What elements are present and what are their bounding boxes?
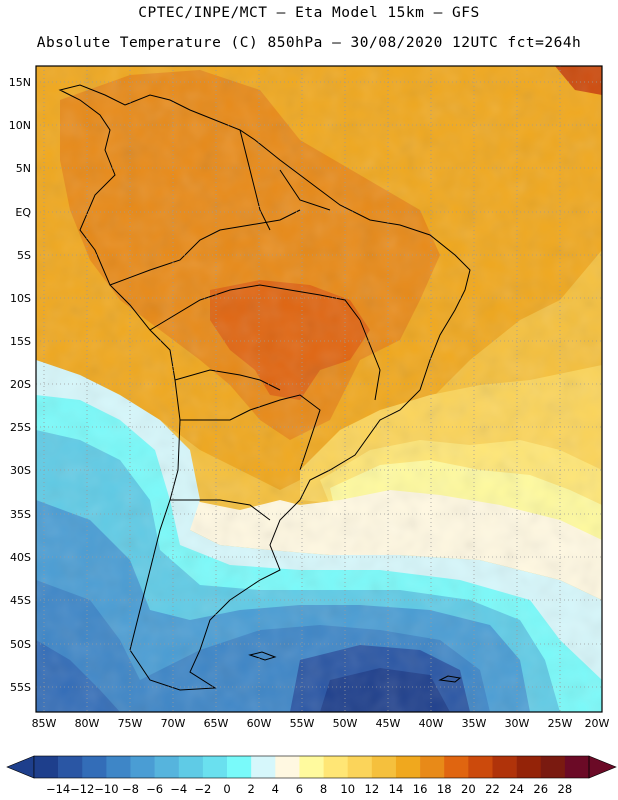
colorbar-swatch bbox=[564, 756, 590, 778]
colorbar-tick-label: 20 bbox=[461, 782, 476, 796]
lon-label: 20W bbox=[585, 717, 610, 730]
colorbar-tick-label: 26 bbox=[533, 782, 548, 796]
colorbar-arrow-right bbox=[588, 755, 617, 779]
colorbar-tick-label: 0 bbox=[223, 782, 230, 796]
colorbar-legend: −14 −12 −10 −8 −6 −4 −2 0 2 4 6 8 10 12 14 16 18 20 22 24 26… bbox=[6, 755, 617, 796]
colorbar-swatch bbox=[299, 756, 324, 778]
colorbar-swatch bbox=[516, 756, 542, 778]
colorbar-swatch bbox=[178, 756, 204, 778]
map-title-line2: Absolute Temperature (C) 850hPa – 30/08/… bbox=[36, 35, 582, 51]
colorbar-tick-label: 10 bbox=[340, 782, 355, 796]
colorbar-tick-label: 14 bbox=[389, 782, 404, 796]
colorbar-swatch bbox=[323, 756, 348, 778]
lat-label: 5S bbox=[17, 249, 31, 262]
lon-label: 35W bbox=[462, 717, 487, 730]
lat-label: 50S bbox=[10, 638, 31, 651]
colorbar-swatch bbox=[251, 756, 276, 778]
colorbar-tick-label: 4 bbox=[272, 782, 279, 796]
colorbar-tick-label: 18 bbox=[437, 782, 452, 796]
lon-label: 60W bbox=[247, 717, 272, 730]
colorbar-tick-label: 2 bbox=[248, 782, 255, 796]
colorbar-swatch bbox=[444, 756, 469, 778]
colorbar-swatch bbox=[275, 756, 300, 778]
lon-label: 40W bbox=[419, 717, 444, 730]
colorbar-tick-label: 16 bbox=[413, 782, 428, 796]
lat-label: 35S bbox=[10, 508, 31, 521]
lon-label: 55W bbox=[290, 717, 315, 730]
colorbar-tick-label: −4 bbox=[170, 782, 187, 796]
colorbar-tick-label: −6 bbox=[146, 782, 163, 796]
colorbar-swatch bbox=[34, 756, 59, 778]
temperature-field bbox=[36, 66, 602, 712]
lon-label: 75W bbox=[118, 717, 143, 730]
lon-label: 25W bbox=[548, 717, 573, 730]
lat-label: 40S bbox=[10, 551, 31, 564]
colorbar-swatch bbox=[468, 756, 493, 778]
longitude-axis: 85W 80W 75W 70W 65W 60W 55W 50W 45W 40W … bbox=[32, 717, 610, 730]
colorbar-tick-label: −14 bbox=[46, 782, 70, 796]
colorbar-swatch bbox=[492, 756, 517, 778]
colorbar-tick-label: −10 bbox=[94, 782, 118, 796]
lon-label: 45W bbox=[376, 717, 401, 730]
lat-label: EQ bbox=[15, 206, 31, 219]
lon-label: 85W bbox=[32, 717, 57, 730]
colorbar-swatch bbox=[371, 756, 397, 778]
lat-label: 30S bbox=[10, 464, 31, 477]
colorbar-swatch bbox=[82, 756, 107, 778]
lat-label: 10N bbox=[9, 119, 31, 132]
colorbar-tick-label: 24 bbox=[509, 782, 524, 796]
colorbar-swatch bbox=[395, 756, 421, 778]
colorbar-swatch bbox=[130, 756, 155, 778]
lon-label: 30W bbox=[505, 717, 530, 730]
colorbar-arrow-left bbox=[6, 755, 35, 779]
lat-label: 55S bbox=[10, 681, 31, 694]
colorbar-tick-label: 8 bbox=[320, 782, 327, 796]
colorbar-swatch bbox=[106, 756, 131, 778]
lon-label: 65W bbox=[204, 717, 229, 730]
colorbar-tick-label: 12 bbox=[365, 782, 380, 796]
colorbar-tick-label: −2 bbox=[194, 782, 211, 796]
colorbar-tick-label: 6 bbox=[296, 782, 303, 796]
colorbar-outline bbox=[33, 755, 590, 779]
map-title-line1: CPTEC/INPE/MCT – Eta Model 15km – GFS bbox=[138, 5, 480, 21]
lat-label: 45S bbox=[10, 594, 31, 607]
lat-label: 25S bbox=[10, 421, 31, 434]
lon-label: 70W bbox=[161, 717, 186, 730]
colorbar-swatch bbox=[420, 756, 445, 778]
latitude-axis: 15N 10N 5N EQ 5S 10S 15S 20S 25S 30S 35S… bbox=[9, 76, 32, 694]
colorbar-swatch bbox=[58, 756, 83, 778]
lat-label: 15S bbox=[10, 335, 31, 348]
colorbar-tick-label: −8 bbox=[122, 782, 139, 796]
colorbar-tick-label: 28 bbox=[558, 782, 573, 796]
colorbar-tick-label: −12 bbox=[70, 782, 94, 796]
lon-label: 80W bbox=[75, 717, 100, 730]
colorbar-swatch bbox=[347, 756, 373, 778]
lat-label: 20S bbox=[10, 378, 31, 391]
map-frame bbox=[35, 65, 603, 713]
colorbar-swatch bbox=[202, 756, 228, 778]
field-texture bbox=[36, 66, 602, 712]
lat-label: 15N bbox=[9, 76, 31, 89]
colorbar-swatch bbox=[540, 756, 566, 778]
colorbar-swatch bbox=[227, 756, 252, 778]
colorbar-swatch bbox=[154, 756, 180, 778]
lon-label: 50W bbox=[333, 717, 358, 730]
lat-label: 5N bbox=[16, 162, 31, 175]
lat-label: 10S bbox=[10, 292, 31, 305]
colorbar-tick-label: 22 bbox=[485, 782, 500, 796]
